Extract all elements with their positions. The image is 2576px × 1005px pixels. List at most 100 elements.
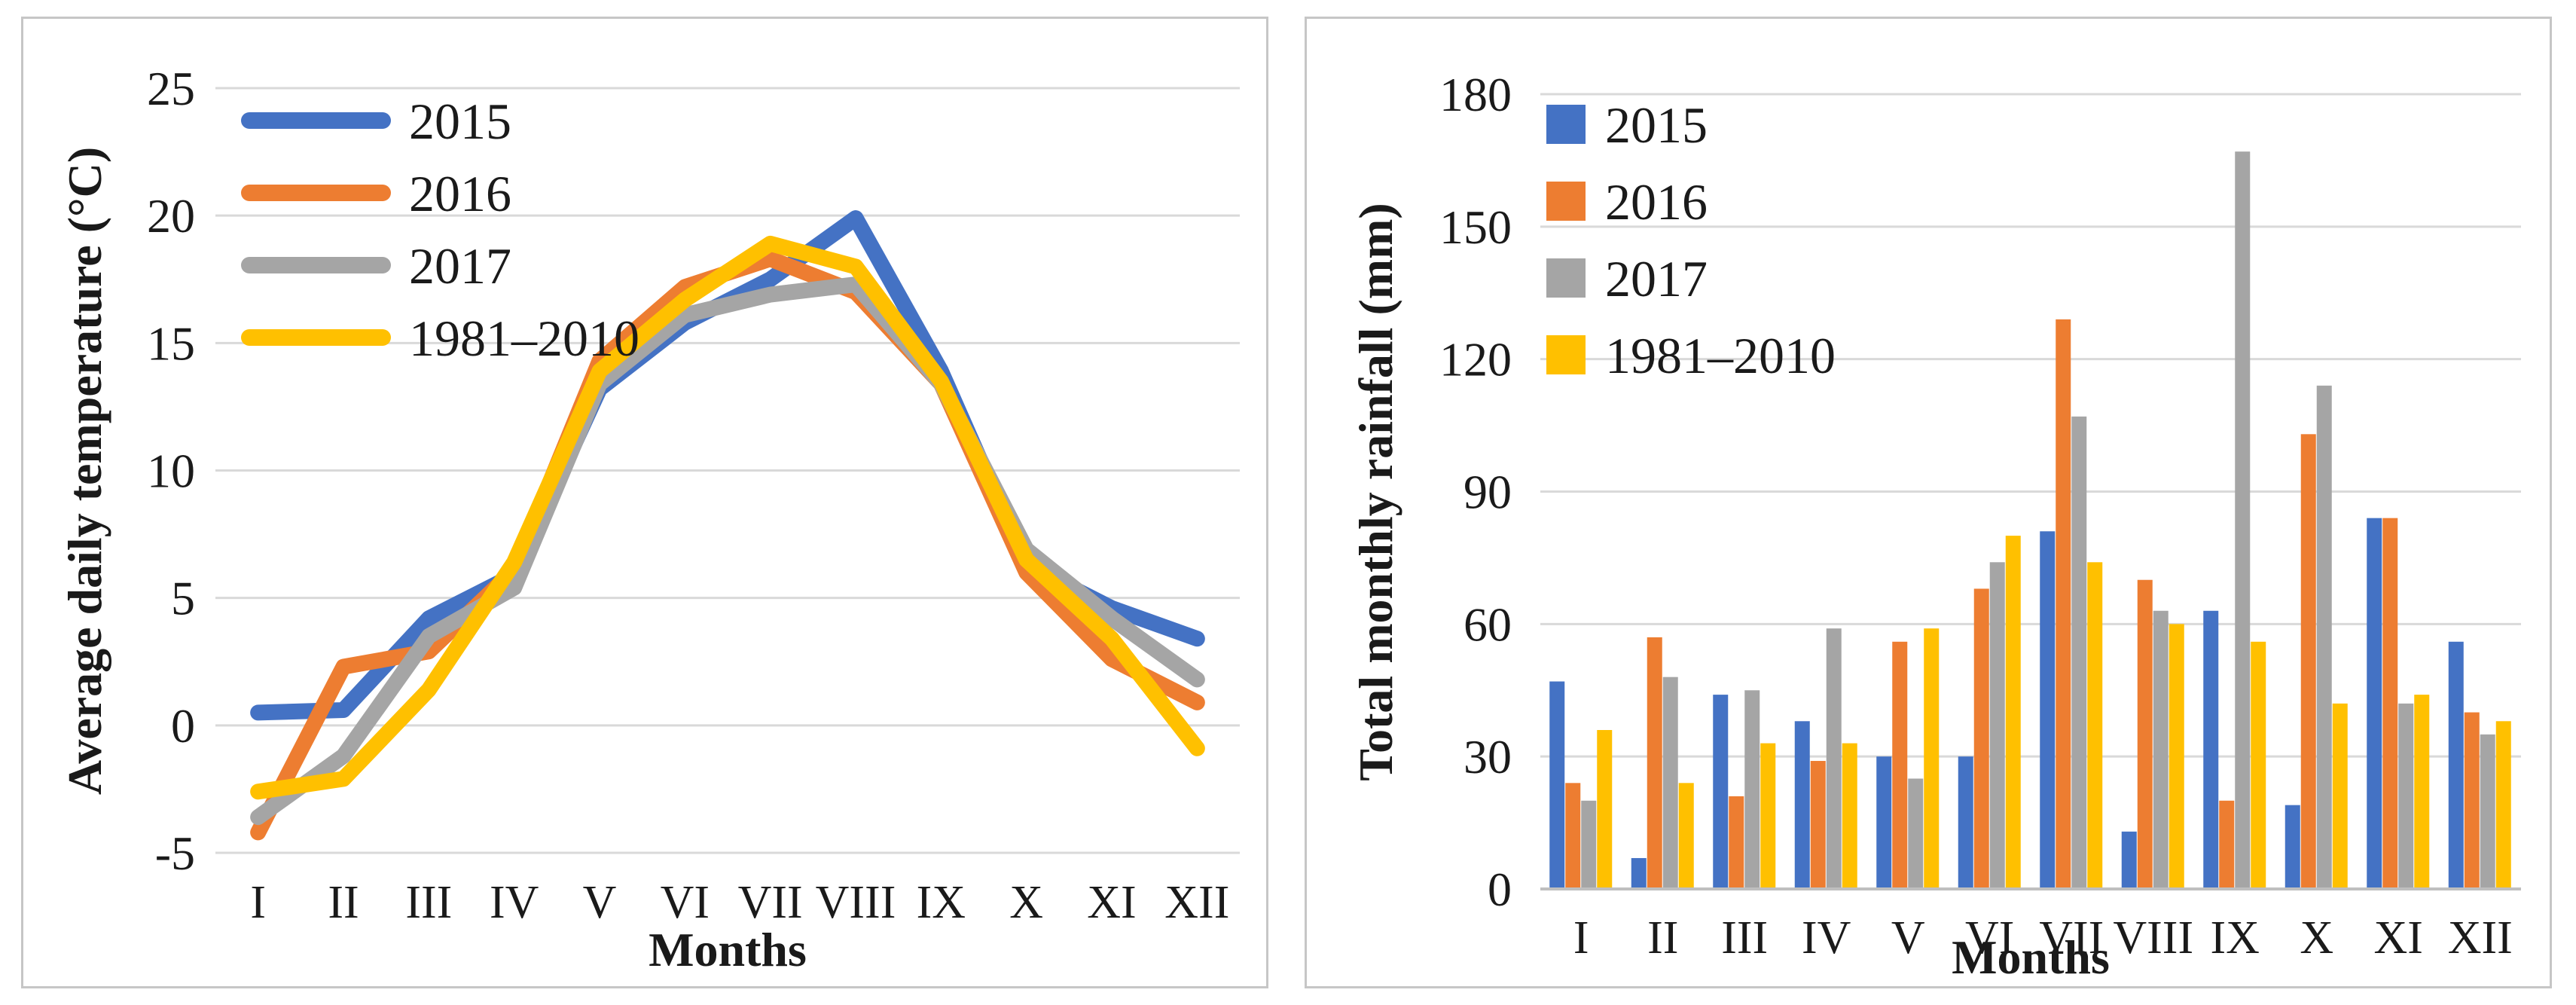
bar-2017-X: [2316, 385, 2332, 889]
y-tick-label: 15: [147, 316, 195, 370]
legend-item-1981–2010: 1981–2010: [1546, 327, 1836, 384]
legend-label: 2017: [1605, 250, 1708, 307]
bar-1981–2010-II: [1678, 783, 1694, 889]
bar-2016-VI: [1973, 588, 1989, 889]
x-tick-label: VI: [1965, 912, 2014, 964]
line-series-2016: [250, 251, 1205, 841]
legend-item-1981–2010: 1981–2010: [241, 310, 639, 367]
x-tick-label: X: [2300, 912, 2333, 964]
y-tick-label: 90: [1463, 466, 1512, 519]
legend-item-2016: 2016: [1546, 173, 1708, 231]
x-tick-label: VI: [661, 877, 710, 928]
x-tick-label: XII: [1164, 877, 1229, 928]
legend-label: 2016: [409, 165, 511, 222]
x-tick-label: II: [1647, 912, 1678, 964]
bar-2016-IX: [2219, 800, 2235, 889]
x-tick-label: I: [250, 877, 266, 928]
line-series-1981–2010: [250, 235, 1205, 800]
bar-2015-I: [1549, 681, 1565, 889]
bar-2016-I: [1565, 783, 1581, 889]
bar-1981–2010-XII: [2495, 721, 2511, 889]
bar-1981–2010-I: [1597, 730, 1613, 889]
bar-2015-XI: [2367, 518, 2382, 889]
x-tick-label: V: [583, 877, 617, 928]
bar-2015-VII: [2040, 531, 2056, 889]
bar-1981–2010-III: [1760, 743, 1776, 889]
legend-item-2016: 2016: [241, 165, 511, 222]
rainfall-chart-panel: 180 150 120 90 60 30 0 I II III IV V VI VII VIII IX X XI X…: [1305, 17, 2552, 988]
y-tick-label: 0: [171, 699, 195, 753]
bar-1981–2010-IV: [1842, 743, 1857, 889]
legend-item-2017: 2017: [1546, 250, 1708, 307]
bar-2015-II: [1631, 857, 1647, 889]
bar-2015-X: [2285, 805, 2300, 889]
bar-1981–2010-V: [1924, 628, 1940, 889]
bar-2016-V: [1892, 641, 1908, 889]
bar-1981–2010-X: [2332, 703, 2348, 889]
temperature-y-axis-title: Average daily temperature (°C): [58, 146, 111, 796]
x-tick-label: III: [405, 877, 452, 928]
bar-2015-VI: [1958, 756, 1973, 889]
bar-2016-VIII: [2137, 579, 2153, 889]
bar-2016-XII: [2464, 712, 2480, 889]
bar-2015-IV: [1794, 721, 1810, 889]
bar-1981–2010-IX: [2251, 641, 2266, 889]
bar-2015-III: [1713, 695, 1729, 889]
legend-label: 1981–2010: [409, 310, 639, 367]
bar-2017-IX: [2235, 151, 2251, 889]
x-tick-label: IV: [1802, 912, 1851, 964]
bar-2015-VIII: [2121, 831, 2137, 889]
legend-label: 2015: [1605, 96, 1708, 154]
y-tick-label: 60: [1463, 597, 1512, 651]
y-tick-label: 150: [1439, 200, 1512, 254]
x-tick-label: IX: [2211, 912, 2260, 964]
bar-2016-III: [1729, 796, 1744, 889]
x-tick-label: III: [1721, 912, 1768, 964]
y-tick-label: 0: [1488, 863, 1512, 916]
bar-2015-XII: [2448, 641, 2464, 889]
bar-2017-I: [1581, 800, 1597, 889]
legend-item-2017: 2017: [241, 237, 511, 295]
y-tick-label: 30: [1463, 730, 1512, 784]
bar-1981–2010-XI: [2414, 695, 2430, 889]
y-tick-label: 10: [147, 444, 195, 498]
x-tick-label: V: [1891, 912, 1925, 964]
bar-2015-V: [1876, 756, 1892, 889]
x-tick-label: VIII: [816, 877, 896, 928]
y-tick-label: 20: [147, 189, 195, 243]
legend-swatch-square-icon: [1546, 335, 1586, 374]
x-tick-label: VII: [2039, 912, 2104, 964]
bar-1981–2010-VI: [2005, 536, 2021, 889]
bar-2017-XI: [2398, 703, 2414, 889]
legend-item-2015: 2015: [241, 93, 511, 150]
bar-2016-IV: [1810, 761, 1826, 889]
line-series-2015: [250, 210, 1205, 721]
bar-2017-V: [1908, 778, 1924, 889]
bar-2016-VII: [2056, 319, 2071, 890]
x-tick-label: X: [1009, 877, 1043, 928]
bar-2017-VII: [2071, 416, 2087, 889]
legend-item-2015: 2015: [1546, 96, 1708, 154]
x-tick-label: II: [328, 877, 359, 928]
bar-2016-II: [1647, 637, 1662, 889]
bar-2016-X: [2300, 434, 2316, 889]
x-tick-label: VII: [738, 877, 803, 928]
bar-2017-VI: [1989, 562, 2005, 889]
x-tick-label: XI: [2374, 912, 2423, 964]
x-tick-label: IV: [490, 877, 539, 928]
bar-2017-III: [1744, 690, 1760, 889]
x-tick-label: XI: [1087, 877, 1136, 928]
legend-swatch-square-icon: [1546, 105, 1586, 144]
x-tick-label: XII: [2448, 912, 2513, 964]
x-tick-label: IX: [917, 877, 966, 928]
legend-label: 2017: [409, 237, 511, 295]
legend-label: 2016: [1605, 173, 1708, 231]
x-tick-label: VIII: [2113, 912, 2193, 964]
rainfall-y-axis-title: Total monthly rainfall (mm): [1349, 203, 1402, 781]
y-tick-label: -5: [155, 826, 195, 880]
temperature-chart-panel: 25 20 15 10 5 0 -5 I II III IV V VI VII VIII IX X XI XII 20…: [21, 17, 1268, 988]
rainfall-x-axis-title: Months: [1952, 930, 2110, 984]
bar-2017-VIII: [2153, 610, 2169, 889]
